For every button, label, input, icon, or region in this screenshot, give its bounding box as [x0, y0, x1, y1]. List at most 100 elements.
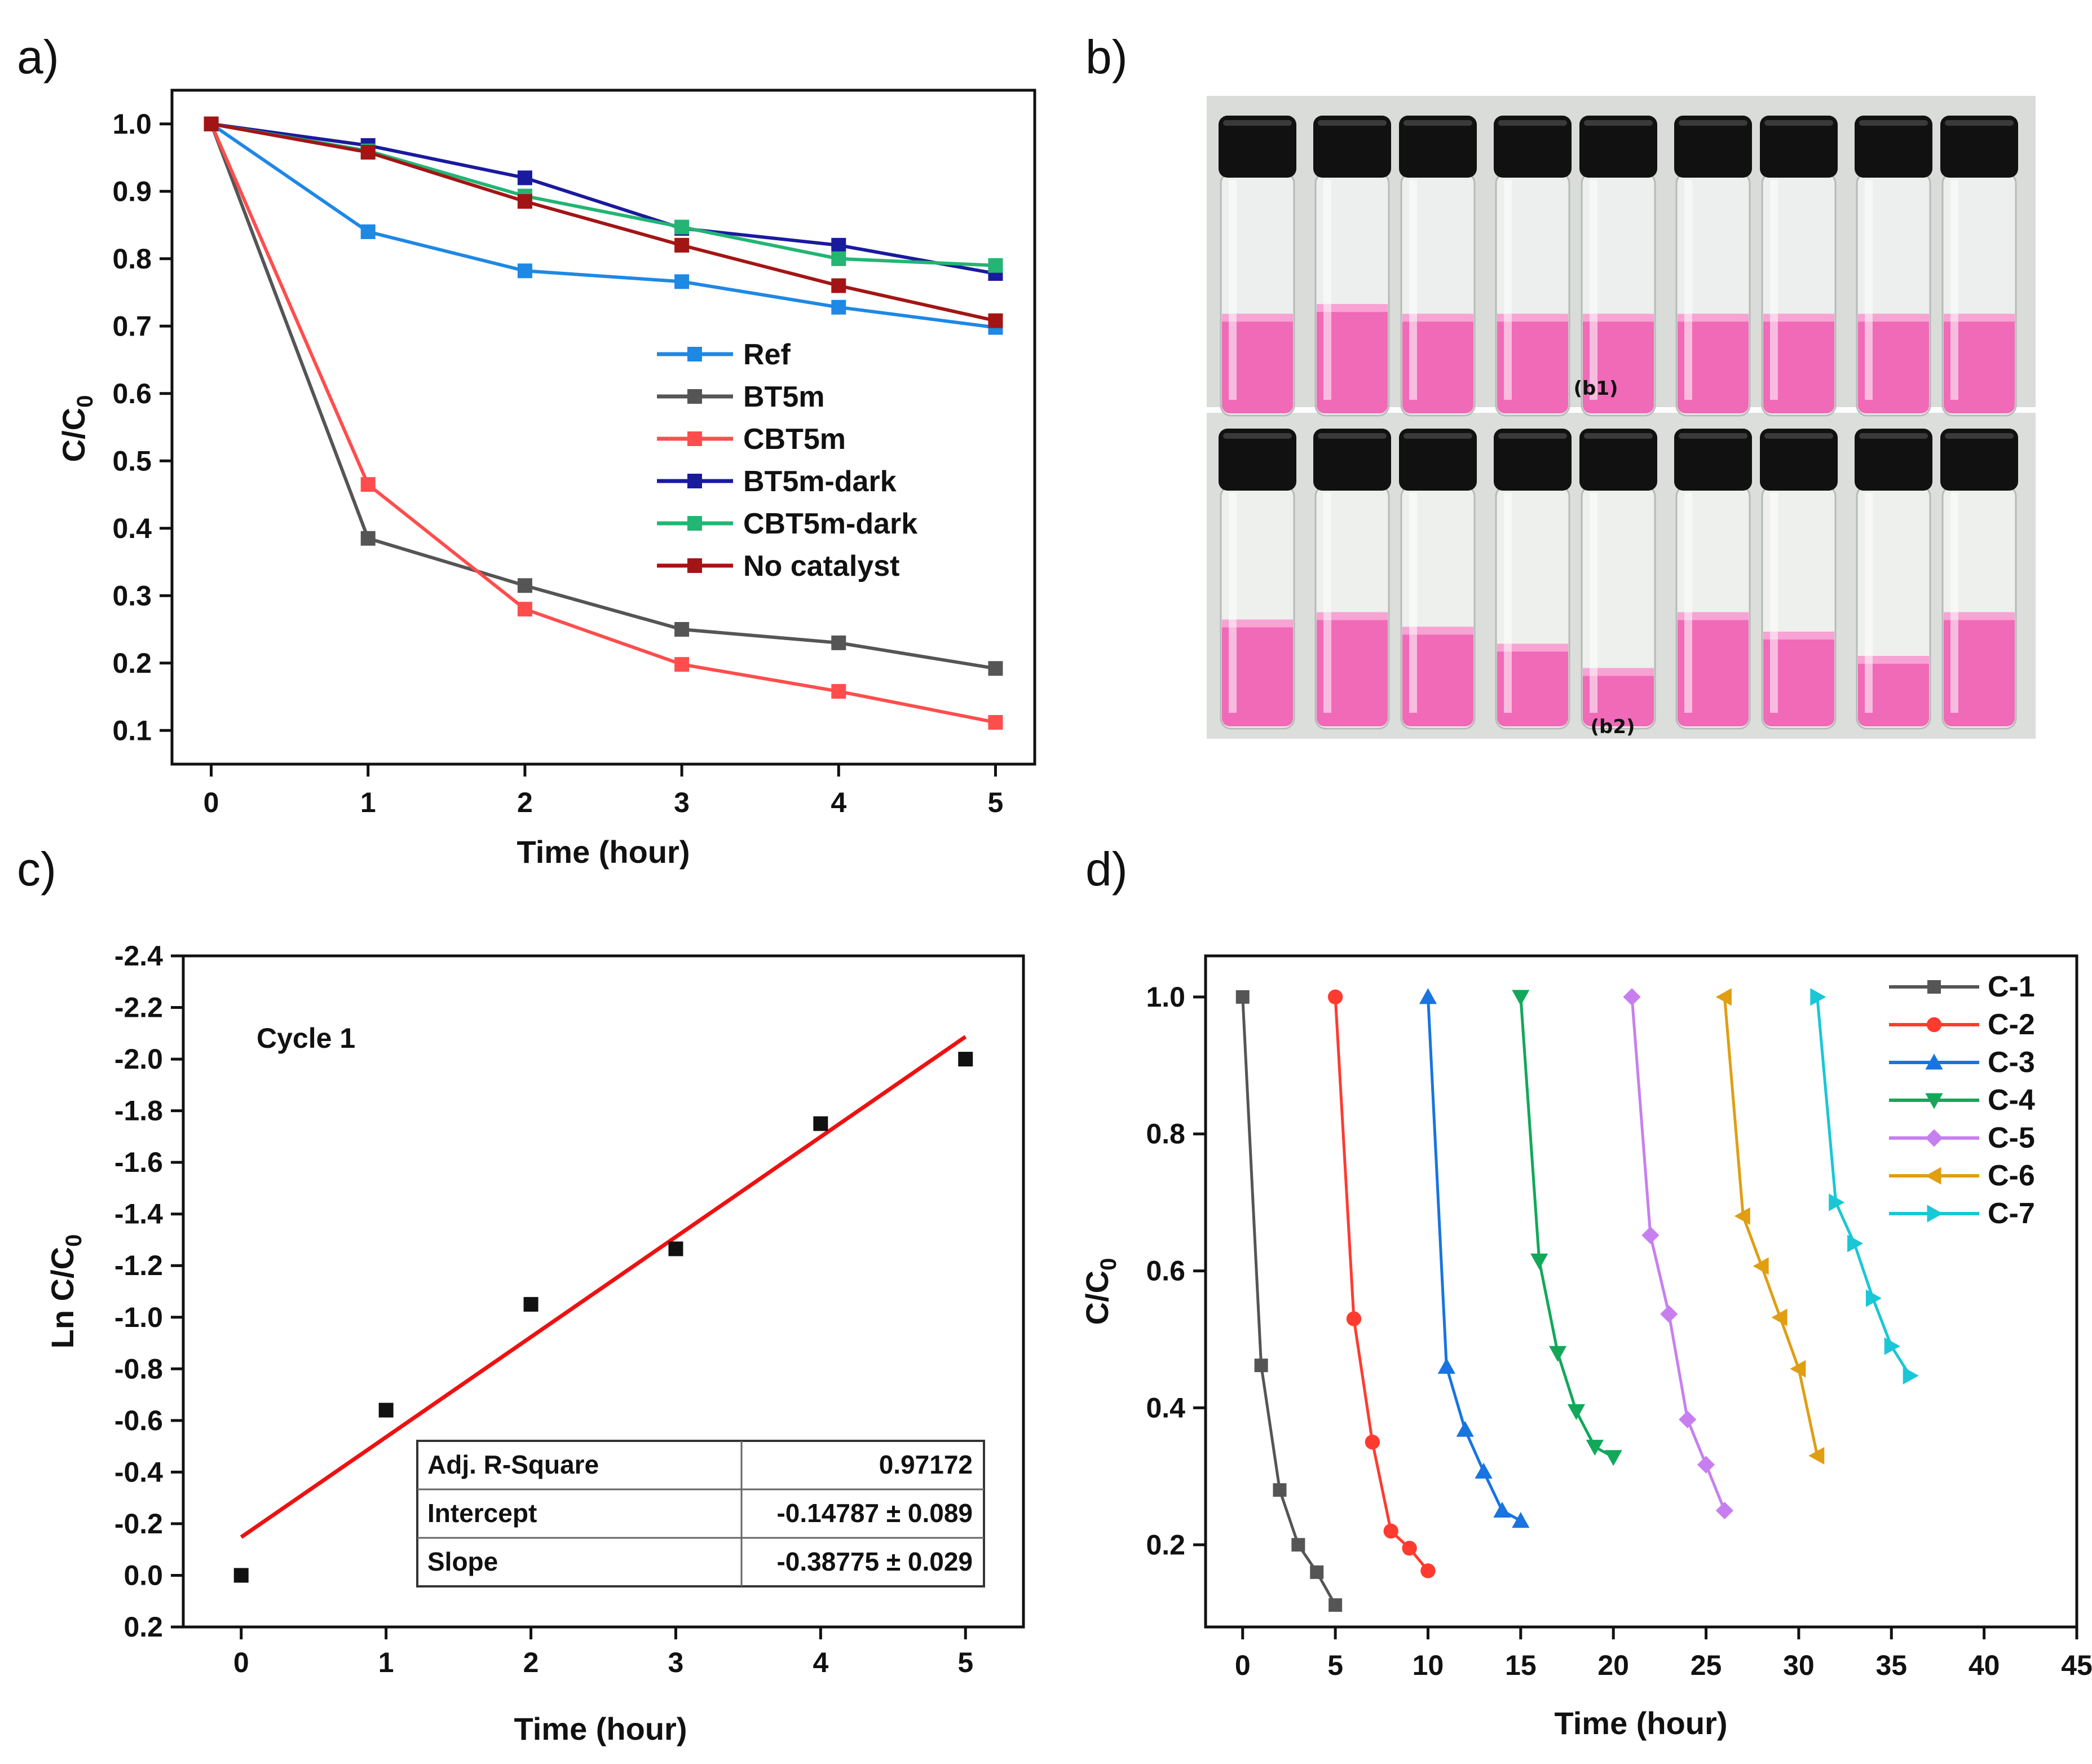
data-point-c — [378, 1403, 394, 1418]
vial-solution — [1678, 314, 1749, 413]
vial-cap — [1219, 429, 1296, 491]
vial-cap — [1674, 429, 1752, 491]
glass-highlight — [1950, 180, 1958, 400]
cap-rim — [1764, 120, 1833, 126]
cap-rim — [1318, 120, 1387, 126]
vial-solution — [1222, 314, 1293, 413]
glass-highlight — [1865, 493, 1873, 713]
cap-rim — [1859, 120, 1928, 126]
cap-rim — [1318, 433, 1387, 439]
plot-frame-d — [1204, 954, 2078, 1629]
bottom-vial — [1760, 429, 1838, 730]
legend-label-c-5: C-5 — [1988, 1122, 2035, 1154]
x-tick-label-a: 2 — [517, 787, 533, 818]
cap-rim — [1404, 120, 1472, 126]
point-c-5 — [1623, 988, 1641, 1006]
legend-marker-c-4 — [1925, 1093, 1943, 1109]
legend-marker-bt5m — [687, 389, 702, 404]
fit-table-value-intercept: -0.14787 ± 0.089 — [776, 1498, 973, 1528]
y-axis-label-a-main: C/C — [56, 408, 91, 462]
y-tick-label-a: 0.7 — [112, 310, 152, 342]
cap-rim — [1223, 120, 1292, 126]
point-bt5m — [831, 635, 846, 650]
solution-surface — [1858, 314, 1929, 322]
y-tick-label-c: -1.2 — [114, 1250, 163, 1281]
y-axis-label-c-sub: 0 — [61, 1234, 86, 1247]
point-ref — [517, 263, 532, 279]
vial-cap — [1674, 116, 1752, 178]
vial-cap — [1219, 116, 1296, 178]
top-vial — [1219, 116, 1296, 417]
glass-highlight — [1865, 180, 1873, 400]
panel-label-c: c) — [17, 843, 56, 896]
y-tick-label-d: 0.6 — [1146, 1255, 1185, 1287]
legend-label-c-3: C-3 — [1988, 1046, 2035, 1079]
legend-label-ref: Ref — [743, 338, 791, 371]
point-c-5 — [1679, 1410, 1697, 1428]
cap-rim — [1679, 433, 1747, 439]
solution-surface — [1678, 612, 1749, 620]
solution-surface — [1317, 304, 1388, 312]
point-bt5m — [674, 622, 690, 637]
point-no-catalyst — [988, 313, 1003, 328]
point-bt5m — [517, 578, 532, 593]
solution-surface — [1944, 612, 2015, 620]
point-c-1 — [1291, 1538, 1305, 1552]
y-axis-label-c-main: Ln C/C — [45, 1247, 80, 1348]
solution-surface — [1583, 314, 1654, 322]
svg-text:C/C0: C/C0 — [1079, 1258, 1121, 1325]
plot-frame-c — [182, 954, 1025, 1629]
point-c-1 — [1235, 990, 1250, 1004]
vial-solution — [1944, 314, 2015, 413]
solution-surface — [1583, 668, 1654, 676]
x-tick-label-c: 3 — [668, 1647, 684, 1678]
point-c-3 — [1437, 1357, 1455, 1374]
point-cbt5m-dark — [831, 251, 846, 266]
point-no-catalyst — [360, 144, 376, 160]
y-tick-label-c: -2.4 — [114, 940, 163, 972]
glass-highlight — [1229, 180, 1237, 400]
bottom-vial — [1940, 429, 2018, 730]
solution-surface — [1222, 619, 1293, 628]
bottom-vial — [1855, 429, 1932, 730]
point-c-3 — [1493, 1501, 1511, 1518]
legend-label-bt5m: BT5m — [743, 381, 824, 413]
point-cbt5m-dark — [674, 219, 690, 235]
y-tick-label-c: -0.2 — [114, 1508, 163, 1540]
cap-rim — [1223, 433, 1292, 439]
legend-label-c-7: C-7 — [1988, 1197, 2035, 1230]
glass-highlight — [1504, 493, 1512, 713]
legend-marker-c-2 — [1926, 1017, 1942, 1033]
cap-rim — [1584, 120, 1653, 126]
y-tick-label-a: 0.8 — [112, 243, 152, 275]
annotation-cycle-1: Cycle 1 — [257, 1022, 355, 1054]
point-cbt5m — [831, 683, 846, 699]
y-tick-label-c: 0.0 — [123, 1559, 163, 1591]
vial-cap — [1940, 116, 2018, 178]
legend-label-c-2: C-2 — [1988, 1008, 2035, 1041]
glass-highlight — [1323, 180, 1331, 400]
series-line-c-7 — [1816, 996, 1912, 1377]
y-tick-label-c: -2.2 — [114, 992, 163, 1024]
legend-d: C-1 C-2 C-3 C-4 C-5 C-6 C-7 — [1889, 971, 2035, 1230]
series-line-bt5m — [209, 123, 996, 671]
vials-bottom-row — [1219, 429, 2018, 730]
glass-highlight — [1504, 180, 1512, 400]
series-line-ref — [210, 122, 996, 329]
series-line-c-1 — [1241, 996, 1337, 1606]
vial-solution — [1497, 314, 1568, 413]
glass-highlight — [1323, 493, 1331, 713]
x-tick-label-a: 4 — [831, 787, 846, 818]
point-c-1 — [1273, 1483, 1287, 1497]
x-tick-label-d: 25 — [1691, 1650, 1722, 1681]
fit-table-key-adj-r-square: Adj. R-Square — [427, 1450, 599, 1479]
panel-label-d: d) — [1085, 843, 1128, 896]
fit-table-value-adj-r-square: 0.97172 — [879, 1450, 973, 1479]
ticks-d: 0 5 10 15 20 25 30 35 40 45 0.2 0.4 0.6 0.8 1.0 — [1146, 981, 2092, 1681]
vial-cap — [1313, 116, 1391, 178]
vial-solution — [1583, 314, 1654, 413]
vial-solution — [1317, 304, 1388, 413]
ticks-c: 0 1 2 3 4 5 -2.4 -2.2 -2.0 -1.8 -1.6 -1.4 -1.2 -1.0 -0… — [114, 940, 973, 1678]
series-line-cbt5m — [209, 123, 996, 724]
